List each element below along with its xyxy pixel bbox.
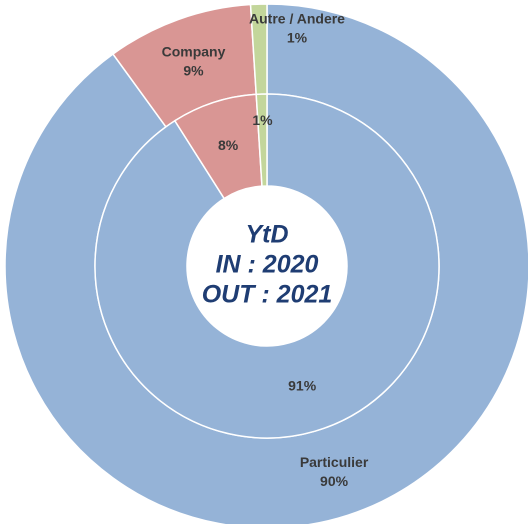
slice-value-label: 1% xyxy=(252,112,273,128)
slice-value-label: 91% xyxy=(288,378,317,394)
center-text: YtD xyxy=(245,221,288,249)
slice xyxy=(94,93,440,439)
center-text: OUT : 2021 xyxy=(202,281,333,309)
slice-category-label: Autre / Andere xyxy=(249,11,345,27)
slice-value-label: 8% xyxy=(218,137,239,153)
slice-category-label: Company xyxy=(162,44,226,60)
center-text: IN : 2020 xyxy=(216,251,319,279)
slice-value-label: 9% xyxy=(183,63,204,79)
slice-value-label: 90% xyxy=(320,473,349,489)
slice-category-label: Particulier xyxy=(300,454,369,470)
slice xyxy=(255,93,268,187)
slice-value-label: 1% xyxy=(287,30,308,46)
